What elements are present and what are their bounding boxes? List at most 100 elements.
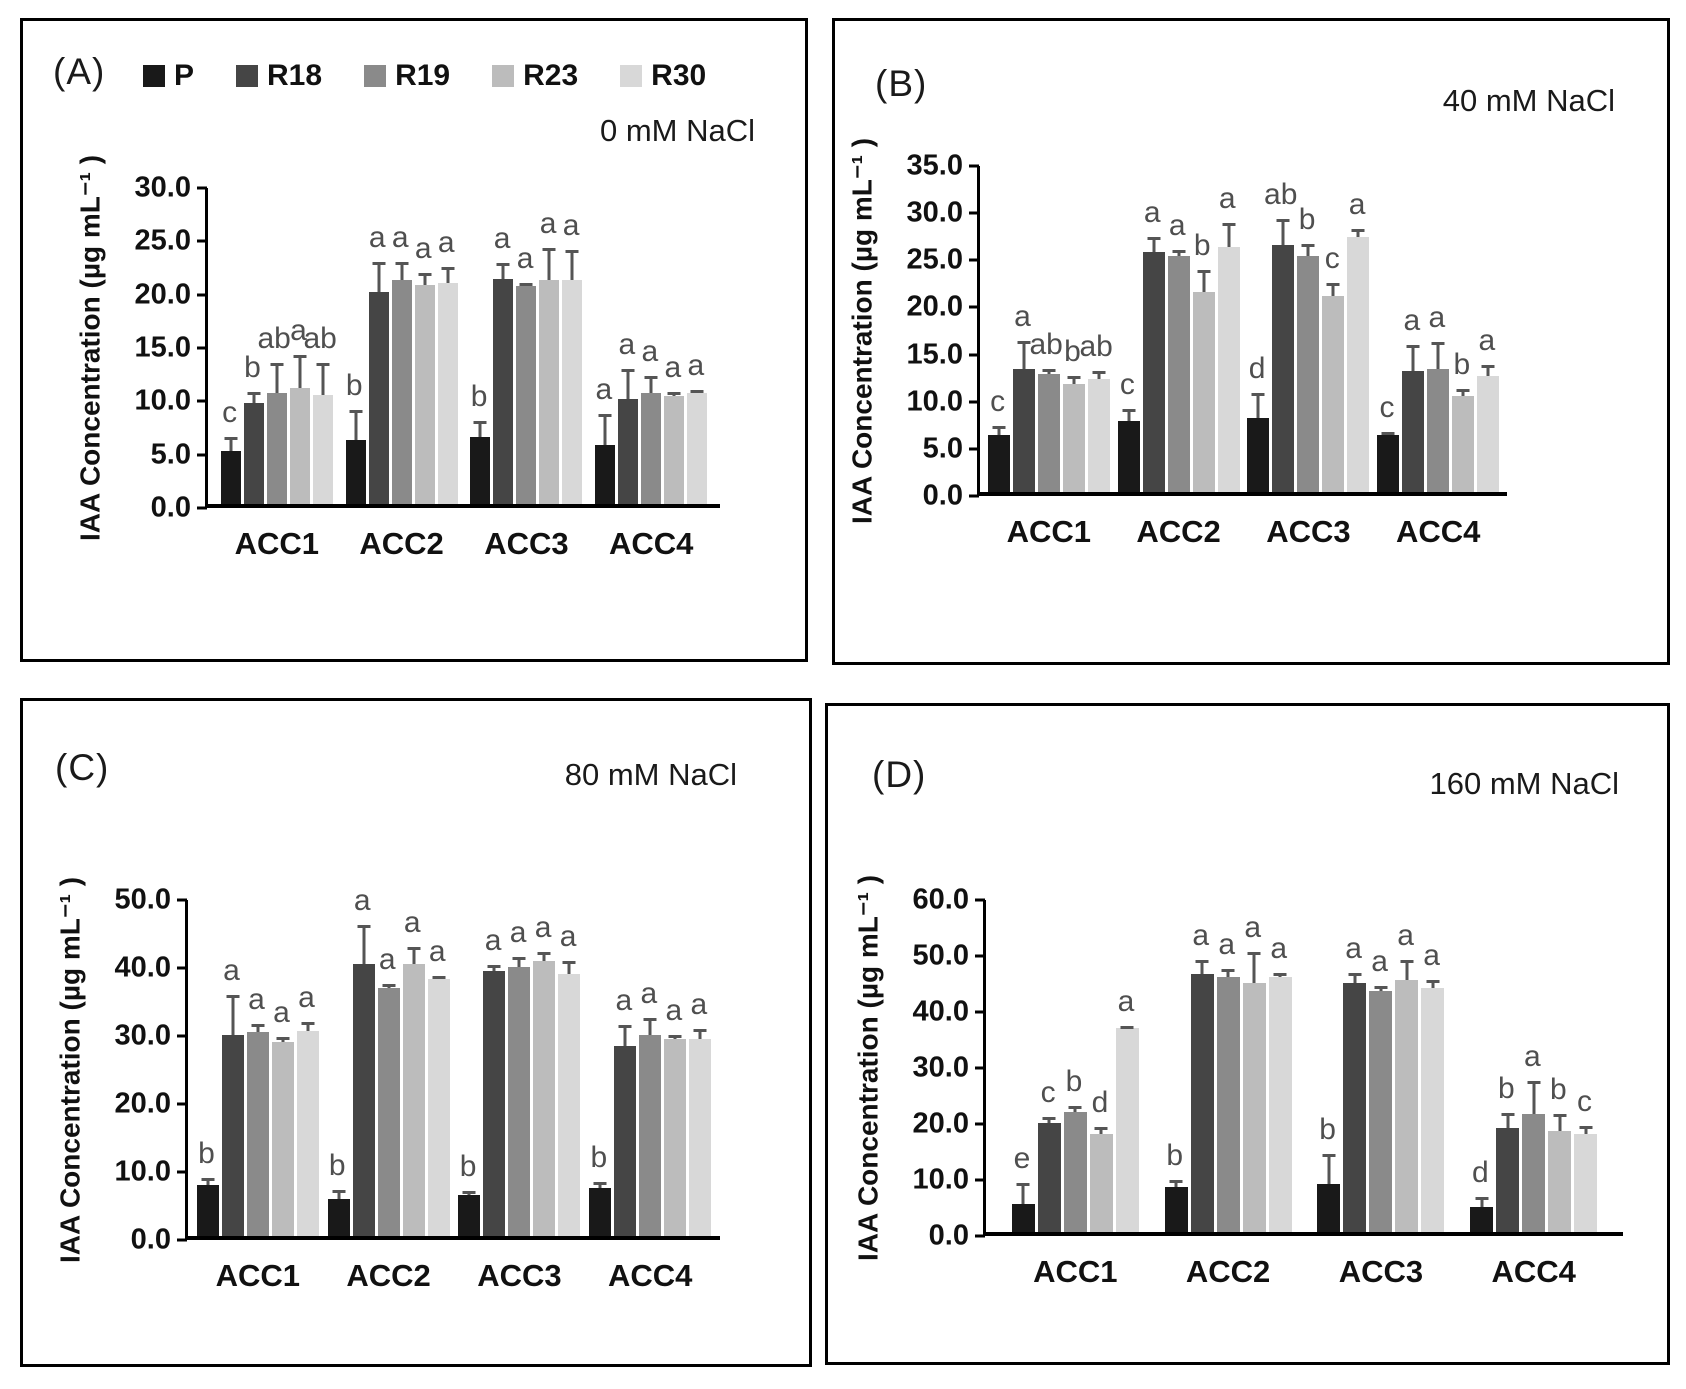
y-axis-title: IAA Concentration (µg mL⁻¹ ) <box>852 874 884 1262</box>
sig-letter: b <box>1193 229 1211 263</box>
error-bar-cap <box>407 947 421 950</box>
panel-D: (D) 160 mM NaCl IAA Concentration (µg mL… <box>825 703 1670 1365</box>
error-bar <box>337 1190 341 1199</box>
panel-C-label: (C) <box>55 747 110 788</box>
error-bar-cap <box>382 983 396 987</box>
error-bar <box>423 272 427 286</box>
error-bar <box>547 248 551 280</box>
legend-swatch-r18 <box>236 65 259 87</box>
sig-letter: a <box>248 982 265 1016</box>
sig-letter: a <box>378 942 396 976</box>
y-tick-label: 40.0 <box>912 995 969 1028</box>
sig-letter: b <box>1498 1071 1515 1105</box>
error-bar <box>501 262 505 279</box>
sig-letter: ab <box>1264 177 1298 211</box>
bar-r18-acc1: a <box>221 955 244 1236</box>
sig-letter: a <box>1192 919 1210 953</box>
error-bar-cap <box>618 1025 632 1029</box>
error-bar <box>1226 968 1230 978</box>
error-bar-cap <box>1016 1182 1030 1186</box>
y-tick-label: 20.0 <box>912 1107 969 1140</box>
bar-r30-acc1: a <box>1115 986 1139 1232</box>
sig-letter: a <box>534 911 552 945</box>
sig-letter: b <box>1064 335 1081 369</box>
error-bar <box>1532 1080 1536 1115</box>
error-bar <box>1486 364 1490 377</box>
sig-letter: a <box>1168 208 1186 242</box>
bar-r23-acc2: a <box>1242 913 1266 1232</box>
sig-letter: b <box>1065 1065 1083 1099</box>
bar-p-acc3: b <box>470 381 491 504</box>
bar-r18-acc1: a <box>1012 302 1035 492</box>
sig-letter: a <box>687 348 705 382</box>
sig-letter: a <box>414 231 432 265</box>
bar-r18-acc4: a <box>1402 305 1425 492</box>
sig-letter: b <box>590 1140 608 1174</box>
error-bar <box>298 354 302 388</box>
error-bar <box>1405 960 1409 980</box>
sig-letter: a <box>290 313 307 347</box>
sig-letter: a <box>1218 182 1236 216</box>
error-bar <box>478 420 482 437</box>
sig-letter: a <box>1143 196 1161 230</box>
sig-letter: c <box>1576 1084 1592 1118</box>
y-tick-label: 25.0 <box>906 243 963 276</box>
panel-B-label: (B) <box>875 63 928 104</box>
bar-r19-acc4: a <box>1427 303 1450 492</box>
plot-area: b a a a a b a a a a b a a a a b a a a a ACC1 ACC2 ACC3 ACC4 <box>185 885 720 1293</box>
legend-item-r19: R19 <box>364 59 450 93</box>
error-bar-cap <box>1042 1117 1056 1121</box>
bar-p-acc2: b <box>327 1151 350 1236</box>
category-label-acc1: ACC1 <box>215 1258 300 1293</box>
bar-r30-acc1: ab <box>303 324 337 504</box>
legend-label-r23: R23 <box>523 59 579 92</box>
error-bar-cap <box>1197 270 1211 274</box>
error-bar <box>306 1022 310 1031</box>
bar-r19-acc1: ab <box>1029 329 1063 492</box>
chart-area: IAA Concentration (µg mL⁻¹ ) 0.0 10.0 20.0… <box>43 877 720 1293</box>
error-bar-cap <box>1322 1153 1336 1157</box>
sig-letter: a <box>509 916 527 950</box>
legend-swatch-r30 <box>620 65 643 87</box>
sig-letter: d <box>1248 352 1266 386</box>
error-bar <box>1436 342 1440 370</box>
sig-letter: a <box>368 220 386 254</box>
bar-r23-acc3: a <box>539 209 560 504</box>
sig-letter: a <box>1117 984 1135 1018</box>
y-tick-mark <box>197 186 207 190</box>
y-tick-label: 20.0 <box>114 1087 171 1120</box>
y-tick-label: 15.0 <box>134 331 191 364</box>
error-bar-cap <box>418 272 432 276</box>
error-bar-cap <box>1456 389 1470 393</box>
bar-r30-acc1: a <box>296 983 319 1236</box>
bar-r23-acc4: b <box>1548 1075 1572 1232</box>
y-axis: 0.0 5.0 10.0 15.0 20.0 25.0 30.0 35.0 <box>889 151 979 510</box>
sig-letter: b <box>1319 1112 1336 1146</box>
x-axis-labels: ACC1 ACC2 ACC3 ACC4 <box>188 1258 720 1294</box>
bar-r30-acc3: a <box>1421 941 1445 1232</box>
sig-letter: b <box>459 1150 477 1184</box>
error-bar-cap <box>395 261 409 265</box>
legend-item-r18: R18 <box>236 59 322 93</box>
error-bar-cap <box>357 924 371 928</box>
bar-r18-acc1: c <box>1037 1078 1061 1232</box>
y-tick-mark <box>177 1102 187 1106</box>
error-bar <box>256 1023 260 1032</box>
plot-area: c a ab b ab c a a b a d ab b c a c a a b a ACC1 ACC2 ACC3 ACC4 <box>977 166 1507 549</box>
error-bar <box>446 267 450 284</box>
sig-letter: c <box>1040 1076 1056 1110</box>
y-tick-label: 5.0 <box>922 432 963 465</box>
bar-r30-acc4: a <box>687 350 708 504</box>
error-bar-cap <box>1501 1112 1515 1116</box>
y-tick-mark <box>975 1066 985 1070</box>
x-axis-labels: ACC1 ACC2 ACC3 ACC4 <box>986 1254 1623 1290</box>
error-bar-cap <box>251 1023 265 1027</box>
category-label-acc3: ACC3 <box>477 1258 562 1293</box>
category-label-acc3: ACC3 <box>1338 1254 1424 1289</box>
